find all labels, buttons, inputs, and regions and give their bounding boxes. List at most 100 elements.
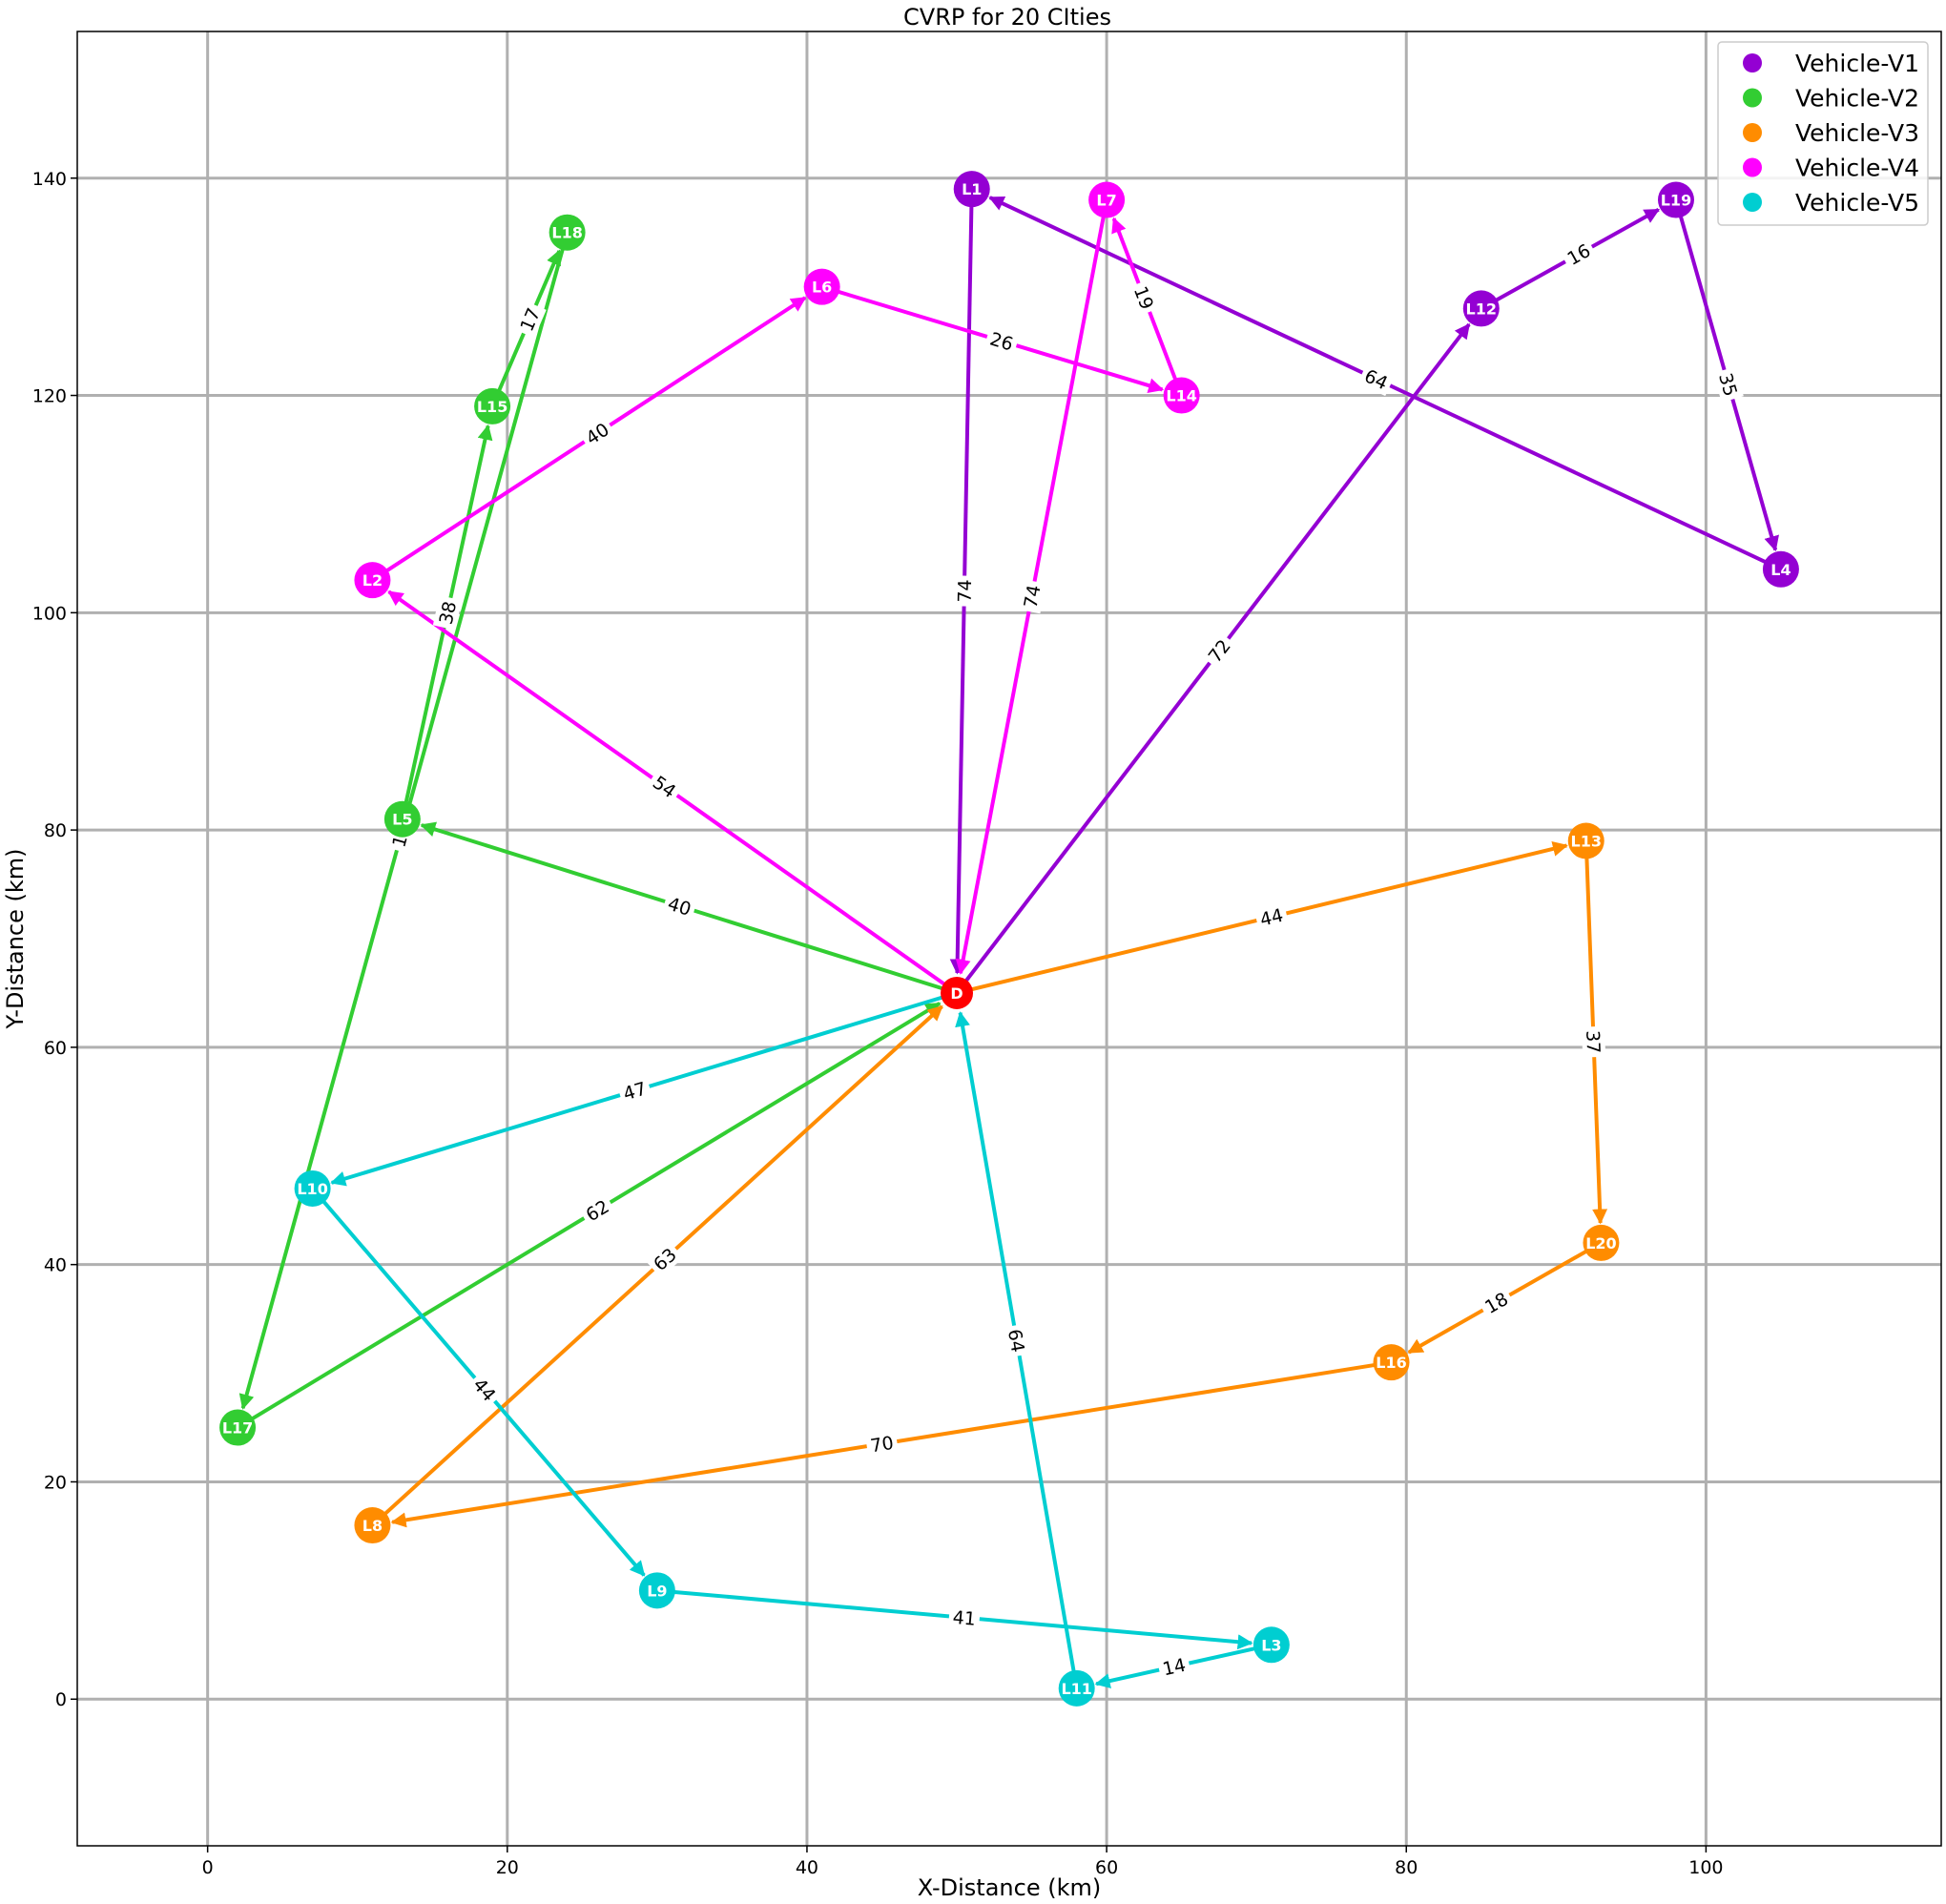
node-marker bbox=[1252, 1626, 1290, 1664]
edge-distance-label: 40 bbox=[661, 890, 698, 922]
node-label: L9 bbox=[647, 1582, 667, 1600]
axis-ticks: 0 20 40 60 80 100 0 20 40 60 80 100 120 140 bbox=[32, 169, 1724, 1878]
y-tick-label: 0 bbox=[55, 1689, 67, 1710]
edge-label-bg bbox=[1253, 901, 1290, 932]
location-node-l9: L9 bbox=[638, 1572, 675, 1609]
location-node-l3: L3 bbox=[1252, 1626, 1290, 1664]
node-label: L13 bbox=[1571, 832, 1602, 850]
legend-marker bbox=[1743, 123, 1762, 142]
node-label: L10 bbox=[297, 1180, 327, 1198]
legend-item-vehicle-v3: Vehicle-V3 bbox=[1743, 119, 1919, 147]
edge-distance-label: 54 bbox=[645, 768, 684, 805]
edge-distance-label: 16 bbox=[1560, 237, 1598, 272]
legend-item-vehicle-v5: Vehicle-V5 bbox=[1743, 189, 1919, 217]
x-tick-label: 100 bbox=[1688, 1857, 1723, 1878]
edge-label-bg bbox=[1477, 1285, 1516, 1320]
edge-distance-label: 72 bbox=[1200, 631, 1238, 671]
edge-distance-label: 74 bbox=[1017, 579, 1046, 614]
node-marker bbox=[1657, 181, 1694, 218]
grid bbox=[77, 31, 1941, 1846]
node-marker bbox=[941, 976, 974, 1009]
node-label: L6 bbox=[812, 279, 832, 297]
node-label: L1 bbox=[962, 180, 982, 198]
edge-distance-label: 70 bbox=[864, 1430, 900, 1458]
legend-label: Vehicle-V2 bbox=[1795, 85, 1919, 113]
legend-label: Vehicle-V1 bbox=[1795, 50, 1919, 77]
edge-label-bg bbox=[983, 325, 1020, 357]
legend-label: Vehicle-V5 bbox=[1795, 189, 1919, 217]
edge-label-bg bbox=[864, 1430, 900, 1458]
edge-label-value: 74 bbox=[1020, 583, 1045, 610]
legend-marker bbox=[1743, 193, 1762, 212]
location-node-l16: L16 bbox=[1373, 1344, 1410, 1381]
node-label: L2 bbox=[362, 571, 383, 590]
node-marker bbox=[474, 387, 511, 424]
edge-distance-label: 14 bbox=[1156, 1651, 1192, 1682]
legend-item-vehicle-v1: Vehicle-V1 bbox=[1743, 50, 1919, 77]
edge-label-bg bbox=[1200, 631, 1238, 671]
location-node-l8: L8 bbox=[354, 1507, 391, 1544]
edge-label-bg bbox=[661, 890, 698, 922]
location-node-l20: L20 bbox=[1583, 1224, 1620, 1261]
location-node-l17: L17 bbox=[219, 1409, 257, 1446]
node-label: L5 bbox=[392, 811, 412, 829]
node-marker bbox=[1058, 1669, 1095, 1707]
node-label: L18 bbox=[551, 224, 582, 242]
legend-item-vehicle-v2: Vehicle-V2 bbox=[1743, 85, 1919, 113]
edge-label-bg bbox=[1156, 1651, 1192, 1682]
node-label: L8 bbox=[362, 1517, 383, 1535]
edge-label-value: 74 bbox=[955, 579, 976, 603]
plot-frame bbox=[76, 31, 1942, 1847]
location-node-l14: L14 bbox=[1163, 377, 1200, 414]
x-tick-label: 40 bbox=[796, 1857, 818, 1878]
edge-distance-label: 44 bbox=[1253, 901, 1290, 932]
y-tick-label: 140 bbox=[32, 169, 67, 190]
y-axis-label: Y-Distance (km) bbox=[2, 848, 29, 1029]
location-node-l19: L19 bbox=[1657, 181, 1694, 218]
node-label: L11 bbox=[1061, 1680, 1091, 1698]
route-edge-labels: 7216356474403817112624437187063544026197… bbox=[385, 237, 1744, 1682]
edge-label-value: 70 bbox=[869, 1433, 895, 1458]
node-label: L4 bbox=[1770, 561, 1791, 579]
y-tick-label: 20 bbox=[44, 1472, 67, 1493]
legend-marker bbox=[1743, 157, 1762, 177]
node-marker bbox=[803, 268, 840, 305]
edge-distance-label: 62 bbox=[578, 1192, 616, 1229]
edge-label-value: 38 bbox=[436, 599, 462, 626]
edge-distance-label: 37 bbox=[1582, 1025, 1606, 1058]
node-label: L15 bbox=[477, 398, 507, 416]
location-node-l15: L15 bbox=[474, 387, 511, 424]
edge-distance-label: 64 bbox=[1357, 362, 1396, 397]
edge-label-bg bbox=[1560, 237, 1598, 272]
edge-distance-label: 64 bbox=[1003, 1323, 1031, 1358]
edge-label-bg bbox=[578, 1192, 616, 1229]
legend-label: Vehicle-V3 bbox=[1795, 119, 1919, 147]
edge-label-value: 41 bbox=[952, 1607, 977, 1630]
node-marker bbox=[638, 1572, 675, 1609]
node-label: L16 bbox=[1376, 1354, 1406, 1372]
edge-label-value: 14 bbox=[1161, 1655, 1188, 1681]
edge-distance-label: 18 bbox=[1477, 1285, 1516, 1320]
location-node-l5: L5 bbox=[383, 800, 421, 838]
node-marker bbox=[383, 800, 421, 838]
y-tick-label: 40 bbox=[44, 1255, 67, 1276]
legend-marker bbox=[1743, 53, 1762, 72]
node-label: L14 bbox=[1166, 387, 1196, 405]
x-tick-label: 80 bbox=[1395, 1857, 1418, 1878]
edge-label-bg bbox=[1003, 1323, 1031, 1358]
edge-label-bg bbox=[1128, 279, 1161, 317]
edge-label-bg bbox=[952, 575, 977, 607]
edge-label-bg bbox=[645, 1240, 684, 1278]
edge-label-bg bbox=[513, 300, 547, 339]
edge-label-bg bbox=[1713, 366, 1744, 403]
node-marker bbox=[953, 171, 990, 208]
x-tick-label: 60 bbox=[1095, 1857, 1118, 1878]
edge-label-bg bbox=[1017, 579, 1046, 614]
location-node-l7: L7 bbox=[1088, 181, 1126, 218]
node-label: L7 bbox=[1096, 192, 1116, 210]
edge-distance-label: 26 bbox=[983, 325, 1020, 357]
edge-distance-label: 35 bbox=[1713, 366, 1744, 403]
legend: Vehicle-V1 Vehicle-V2 Vehicle-V3 Vehicle-V4… bbox=[1717, 41, 1929, 226]
edge-label-bg bbox=[466, 1370, 504, 1409]
node-label: L20 bbox=[1585, 1234, 1616, 1252]
